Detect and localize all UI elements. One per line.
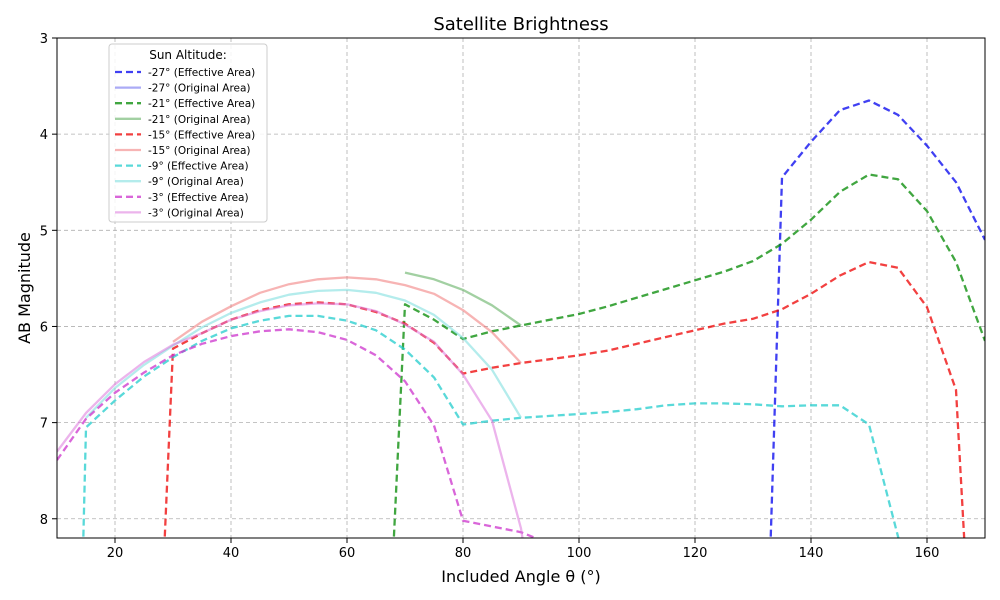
plot-frame [56, 37, 986, 539]
series-layer [57, 99, 985, 538]
y-tick-label: 8 [40, 513, 48, 528]
series-line-4 [163, 260, 966, 538]
x-tick-label: 80 [455, 546, 472, 561]
x-tick-label: 20 [107, 546, 124, 561]
legend-label: -15° (Effective Area) [148, 129, 255, 141]
x-tick-label: 140 [799, 546, 824, 561]
series-line-8 [57, 328, 539, 538]
legend-box [108, 43, 268, 223]
y-tick-label: 5 [40, 224, 48, 239]
chart-title: Satellite Brightness [433, 14, 608, 35]
x-tick-label: 160 [915, 546, 940, 561]
x-tick-label: 100 [567, 546, 592, 561]
x-tick-label: 120 [683, 546, 708, 561]
series-line-2 [392, 173, 985, 538]
grid-lines [57, 37, 985, 538]
legend-items: -27° (Effective Area) -27° (Original Area… [115, 67, 255, 219]
legend-label: -27° (Effective Area) [148, 67, 255, 79]
legend: Sun Altitude: -27° (Effective Area)-27° … [108, 43, 268, 223]
legend-label: -3° (Effective Area) [148, 192, 249, 204]
y-axis-label: AB Magnitude [15, 232, 34, 344]
legend-label: -21° (Original Area) [148, 114, 251, 126]
x-tick-label: 40 [223, 546, 240, 561]
series-line-0 [769, 99, 985, 538]
legend-title: Sun Altitude: [149, 48, 227, 62]
series-line-9 [57, 302, 524, 538]
series-line-6 [82, 314, 900, 538]
legend-label: -9° (Effective Area) [148, 161, 249, 173]
y-tick-label: 3 [40, 32, 48, 47]
x-tick-label: 60 [339, 546, 356, 561]
legend-label: -27° (Original Area) [148, 83, 251, 95]
x-axis-label: Included Angle θ (°) [441, 567, 600, 586]
series-line-7 [85, 288, 522, 419]
legend-label: -9° (Original Area) [148, 176, 244, 188]
legend-label: -15° (Original Area) [148, 145, 251, 157]
y-tick-label: 6 [40, 320, 48, 335]
y-axis-ticks: 3 4 5 6 7 8 [40, 32, 57, 528]
y-tick-label: 7 [40, 417, 48, 432]
y-tick-label: 4 [40, 128, 48, 143]
series-line-5 [172, 276, 522, 364]
series-line-3 [404, 271, 522, 327]
x-axis-ticks: 20 40 60 80 100 120 140 160 [107, 538, 940, 561]
legend-label: -21° (Effective Area) [148, 98, 255, 110]
legend-label: -3° (Original Area) [148, 207, 244, 219]
